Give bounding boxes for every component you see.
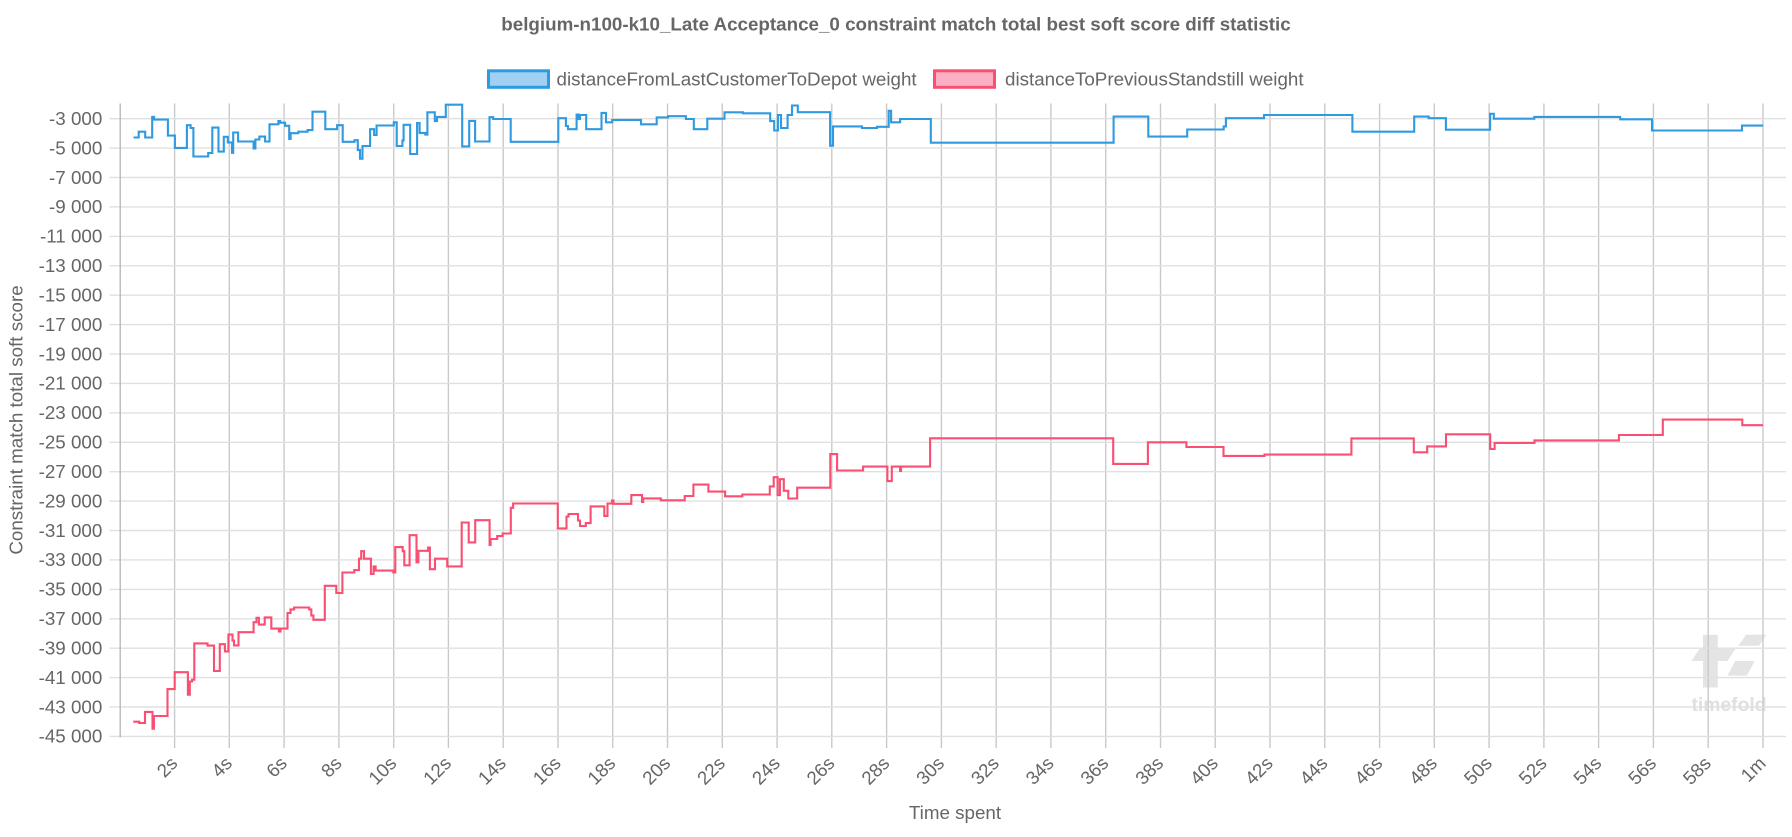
- svg-text:-5 000: -5 000: [49, 137, 102, 158]
- svg-text:-31 000: -31 000: [39, 520, 103, 541]
- svg-text:-33 000: -33 000: [39, 549, 103, 570]
- svg-text:-35 000: -35 000: [39, 579, 103, 600]
- svg-text:-37 000: -37 000: [39, 608, 103, 629]
- svg-text:-17 000: -17 000: [39, 314, 103, 335]
- svg-text:belgium-n100-k10_Late Acceptan: belgium-n100-k10_Late Acceptance_0 const…: [501, 14, 1290, 35]
- svg-text:-39 000: -39 000: [39, 638, 103, 659]
- svg-text:-3 000: -3 000: [49, 108, 102, 129]
- svg-text:-13 000: -13 000: [39, 255, 103, 276]
- svg-text:distanceToPreviousStandstill w: distanceToPreviousStandstill weight: [1005, 69, 1304, 90]
- svg-text:-27 000: -27 000: [39, 461, 103, 482]
- svg-text:-23 000: -23 000: [39, 402, 103, 423]
- svg-text:-11 000: -11 000: [40, 226, 102, 247]
- svg-text:-43 000: -43 000: [39, 696, 103, 717]
- svg-text:-15 000: -15 000: [39, 285, 103, 306]
- svg-text:-29 000: -29 000: [39, 490, 103, 511]
- svg-text:-9 000: -9 000: [49, 196, 102, 217]
- svg-text:Constraint match total soft sc: Constraint match total soft score: [6, 285, 27, 554]
- svg-text:-45 000: -45 000: [39, 726, 103, 747]
- svg-text:-7 000: -7 000: [49, 167, 102, 188]
- svg-text:distanceFromLastCustomerToDepo: distanceFromLastCustomerToDepot weight: [557, 69, 918, 90]
- svg-text:-19 000: -19 000: [39, 343, 103, 364]
- svg-text:Time spent: Time spent: [909, 802, 1002, 823]
- svg-text:-41 000: -41 000: [39, 667, 103, 688]
- svg-text:-25 000: -25 000: [39, 432, 103, 453]
- svg-text:-21 000: -21 000: [39, 373, 103, 394]
- svg-text:timefold: timefold: [1692, 695, 1767, 716]
